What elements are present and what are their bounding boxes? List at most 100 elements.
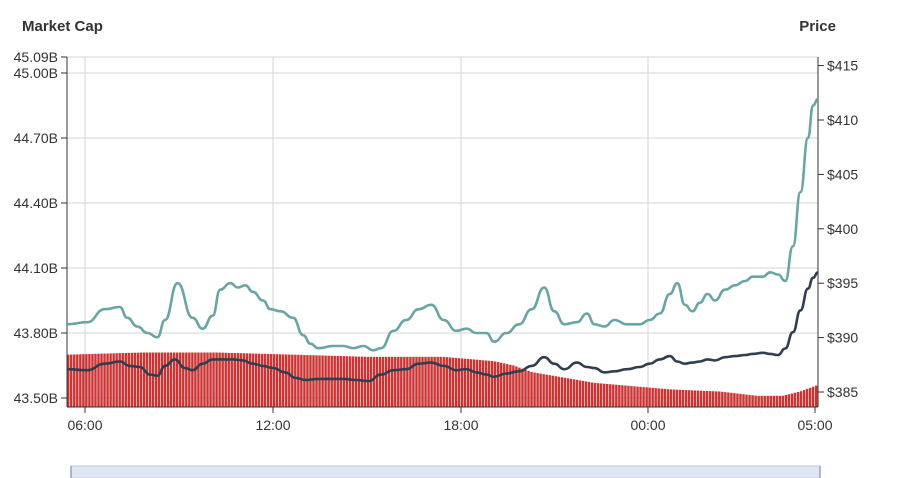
- volume-bar: [524, 369, 527, 407]
- volume-bar: [203, 352, 206, 407]
- right-tick-label: $400: [827, 221, 858, 237]
- volume-bar: [769, 395, 772, 407]
- volume-bar: [381, 356, 385, 407]
- volume-bar: [145, 352, 149, 407]
- volume-bar: [645, 387, 648, 407]
- range-navigator[interactable]: [70, 465, 821, 478]
- volume-bar: [227, 352, 230, 407]
- volume-bar: [394, 356, 397, 407]
- volume-bar: [130, 352, 134, 407]
- volume-bar: [730, 392, 733, 407]
- right-tick-label: $405: [827, 166, 858, 182]
- left-axis-title: Market Cap: [22, 18, 103, 35]
- volume-bar: [630, 386, 633, 407]
- volume-bar: [648, 387, 651, 407]
- volume-bar: [348, 356, 352, 407]
- volume-bar: [85, 354, 88, 407]
- volume-bar: [751, 395, 754, 407]
- volume-bar: [124, 352, 127, 407]
- volume-bar: [166, 352, 170, 407]
- volume-bar: [209, 352, 212, 407]
- volume-bar: [224, 352, 227, 407]
- volume-bar: [675, 389, 679, 407]
- volume-bar: [297, 354, 300, 407]
- volume-bar: [724, 392, 727, 407]
- right-tick-label: $385: [827, 384, 858, 400]
- volume-bar: [760, 395, 763, 407]
- volume-bar: [142, 352, 146, 407]
- volume-bar: [163, 352, 167, 407]
- x-tick-label: 05:00: [797, 417, 832, 433]
- volume-bar: [378, 356, 382, 407]
- volume-bar: [269, 354, 273, 407]
- volume-bar: [796, 392, 800, 407]
- right-tick-label: $415: [827, 58, 858, 74]
- volume-bar: [185, 352, 188, 407]
- volume-bar: [633, 386, 636, 407]
- volume-bar: [563, 377, 567, 407]
- volume-bar: [463, 358, 467, 407]
- volume-bar: [100, 353, 103, 407]
- volume-bar: [315, 355, 318, 407]
- volume-bar: [154, 352, 158, 407]
- navigator-selection[interactable]: [70, 465, 821, 478]
- volume-bar: [97, 353, 100, 407]
- volume-bar: [91, 353, 94, 407]
- volume-bar: [354, 356, 358, 407]
- volume-bar: [712, 391, 715, 407]
- volume-bar: [372, 356, 376, 407]
- right-tick-label: $390: [827, 330, 858, 346]
- volume-bar: [139, 352, 143, 407]
- volume-bar: [672, 389, 676, 407]
- volume-bar: [70, 354, 73, 407]
- volume-bar: [191, 352, 194, 407]
- volume-bar: [705, 390, 709, 407]
- volume-bar: [557, 376, 560, 407]
- volume-bar: [799, 391, 803, 407]
- volume-bar: [481, 360, 485, 407]
- volume-bar: [766, 395, 769, 407]
- volume-bar: [291, 354, 294, 407]
- volume-bar: [182, 352, 185, 407]
- volume-bar: [699, 390, 703, 407]
- volume-bar: [430, 356, 433, 407]
- volume-bar: [527, 370, 530, 407]
- volume-bar: [533, 372, 536, 407]
- price-series-line: [66, 271, 819, 383]
- volume-bar: [642, 387, 645, 407]
- volume-bar: [536, 373, 539, 407]
- volume-bar: [484, 360, 488, 407]
- x-tick-label: 00:00: [630, 417, 665, 433]
- volume-bar: [787, 394, 791, 407]
- volume-bar: [690, 390, 694, 407]
- volume-bar: [415, 356, 418, 407]
- right-axis-ticks: $415 $410 $405 $400 $395 $390 $385: [818, 58, 858, 400]
- volume-bar: [696, 390, 700, 407]
- volume-bar: [736, 393, 739, 407]
- volume-bar: [212, 352, 215, 407]
- volume-bar: [300, 354, 303, 407]
- volume-bar: [493, 361, 497, 407]
- volume-bar: [197, 352, 200, 407]
- volume-bar: [506, 364, 509, 407]
- left-tick-label: 44.40B: [14, 195, 58, 211]
- volume-bar: [266, 353, 270, 407]
- volume-bar: [397, 356, 400, 407]
- volume-bar: [327, 355, 330, 407]
- volume-bar: [233, 353, 236, 407]
- volume-bar: [288, 354, 291, 407]
- right-tick-label: $410: [827, 112, 858, 128]
- volume-bar: [593, 382, 597, 407]
- volume-bar: [448, 357, 451, 407]
- volume-bar: [639, 386, 642, 407]
- volume-bar: [257, 353, 261, 407]
- volume-bar: [515, 366, 518, 407]
- volume-bar: [805, 388, 809, 407]
- volume-bar: [715, 391, 718, 407]
- volume-bar: [82, 354, 85, 407]
- volume-bar: [176, 352, 179, 407]
- volume-bar: [669, 389, 673, 407]
- volume-bar: [521, 368, 524, 407]
- volume-bar: [548, 375, 551, 407]
